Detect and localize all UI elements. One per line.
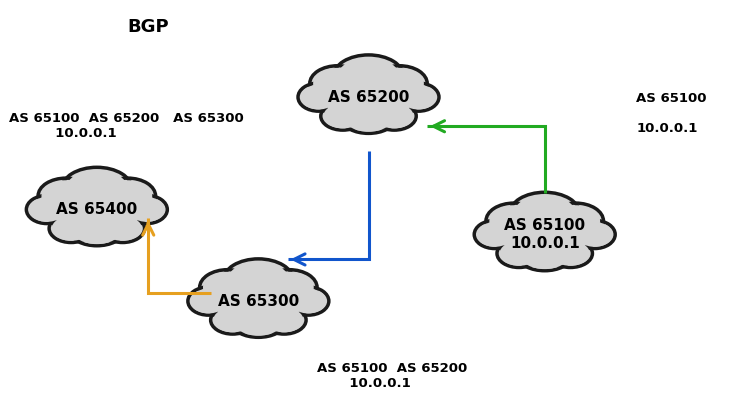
Ellipse shape: [321, 102, 365, 130]
Ellipse shape: [29, 197, 65, 222]
Text: AS 65300: AS 65300: [217, 294, 299, 308]
Ellipse shape: [188, 287, 229, 315]
Ellipse shape: [493, 207, 596, 261]
Ellipse shape: [38, 178, 94, 214]
Ellipse shape: [74, 220, 119, 244]
Ellipse shape: [310, 66, 366, 101]
Ellipse shape: [400, 85, 436, 109]
Ellipse shape: [190, 289, 226, 313]
Text: AS 65100

10.0.0.1: AS 65100 10.0.0.1: [637, 92, 707, 135]
Ellipse shape: [474, 220, 515, 248]
Ellipse shape: [548, 203, 604, 239]
Ellipse shape: [46, 182, 148, 237]
Ellipse shape: [227, 261, 290, 300]
Ellipse shape: [514, 195, 576, 233]
Ellipse shape: [103, 216, 142, 241]
Ellipse shape: [576, 222, 612, 247]
Ellipse shape: [233, 310, 284, 337]
Text: AS 65100  AS 65200
       10.0.0.1: AS 65100 AS 65200 10.0.0.1: [317, 362, 467, 390]
Ellipse shape: [211, 306, 255, 334]
Text: AS 65100  AS 65200   AS 65300
          10.0.0.1: AS 65100 AS 65200 AS 65300 10.0.0.1: [9, 112, 243, 140]
Ellipse shape: [66, 170, 128, 208]
Ellipse shape: [99, 178, 156, 214]
Ellipse shape: [52, 186, 142, 233]
Ellipse shape: [398, 83, 439, 111]
Ellipse shape: [500, 241, 539, 266]
Text: AS 65400: AS 65400: [56, 202, 138, 217]
Ellipse shape: [500, 211, 590, 258]
Ellipse shape: [324, 73, 413, 121]
Ellipse shape: [262, 270, 317, 305]
Ellipse shape: [574, 220, 615, 248]
Ellipse shape: [477, 222, 513, 247]
Ellipse shape: [200, 270, 256, 305]
Ellipse shape: [265, 272, 314, 303]
Ellipse shape: [41, 180, 91, 212]
Ellipse shape: [213, 308, 252, 332]
Ellipse shape: [317, 70, 420, 124]
Ellipse shape: [551, 205, 600, 237]
Ellipse shape: [207, 274, 310, 328]
Text: BGP: BGP: [128, 18, 169, 36]
Ellipse shape: [324, 103, 362, 129]
Ellipse shape: [129, 197, 165, 222]
Ellipse shape: [372, 102, 416, 130]
Ellipse shape: [333, 55, 404, 98]
Ellipse shape: [290, 289, 326, 313]
Ellipse shape: [489, 205, 539, 237]
Ellipse shape: [497, 239, 541, 267]
Ellipse shape: [298, 83, 339, 111]
Ellipse shape: [262, 306, 306, 334]
Ellipse shape: [62, 167, 132, 211]
Ellipse shape: [486, 203, 542, 239]
Ellipse shape: [71, 219, 122, 246]
Text: AS 65100
10.0.0.1: AS 65100 10.0.0.1: [504, 218, 585, 251]
Ellipse shape: [49, 215, 93, 243]
Ellipse shape: [548, 239, 593, 267]
Ellipse shape: [52, 216, 91, 241]
Ellipse shape: [313, 68, 362, 99]
Ellipse shape: [265, 308, 304, 332]
Ellipse shape: [346, 108, 391, 132]
Ellipse shape: [301, 85, 337, 109]
Ellipse shape: [551, 241, 590, 266]
Ellipse shape: [203, 272, 252, 303]
Ellipse shape: [27, 195, 68, 224]
Ellipse shape: [126, 195, 167, 224]
Ellipse shape: [509, 192, 580, 235]
Ellipse shape: [338, 57, 399, 96]
Ellipse shape: [522, 245, 567, 269]
Ellipse shape: [223, 259, 293, 302]
Ellipse shape: [343, 106, 394, 133]
Ellipse shape: [213, 277, 304, 325]
Ellipse shape: [371, 66, 427, 101]
Ellipse shape: [236, 312, 281, 336]
Ellipse shape: [375, 103, 413, 129]
Ellipse shape: [100, 215, 144, 243]
Ellipse shape: [287, 287, 329, 315]
Ellipse shape: [375, 68, 424, 99]
Ellipse shape: [103, 180, 153, 212]
Ellipse shape: [519, 244, 570, 271]
Text: AS 65200: AS 65200: [328, 90, 409, 105]
